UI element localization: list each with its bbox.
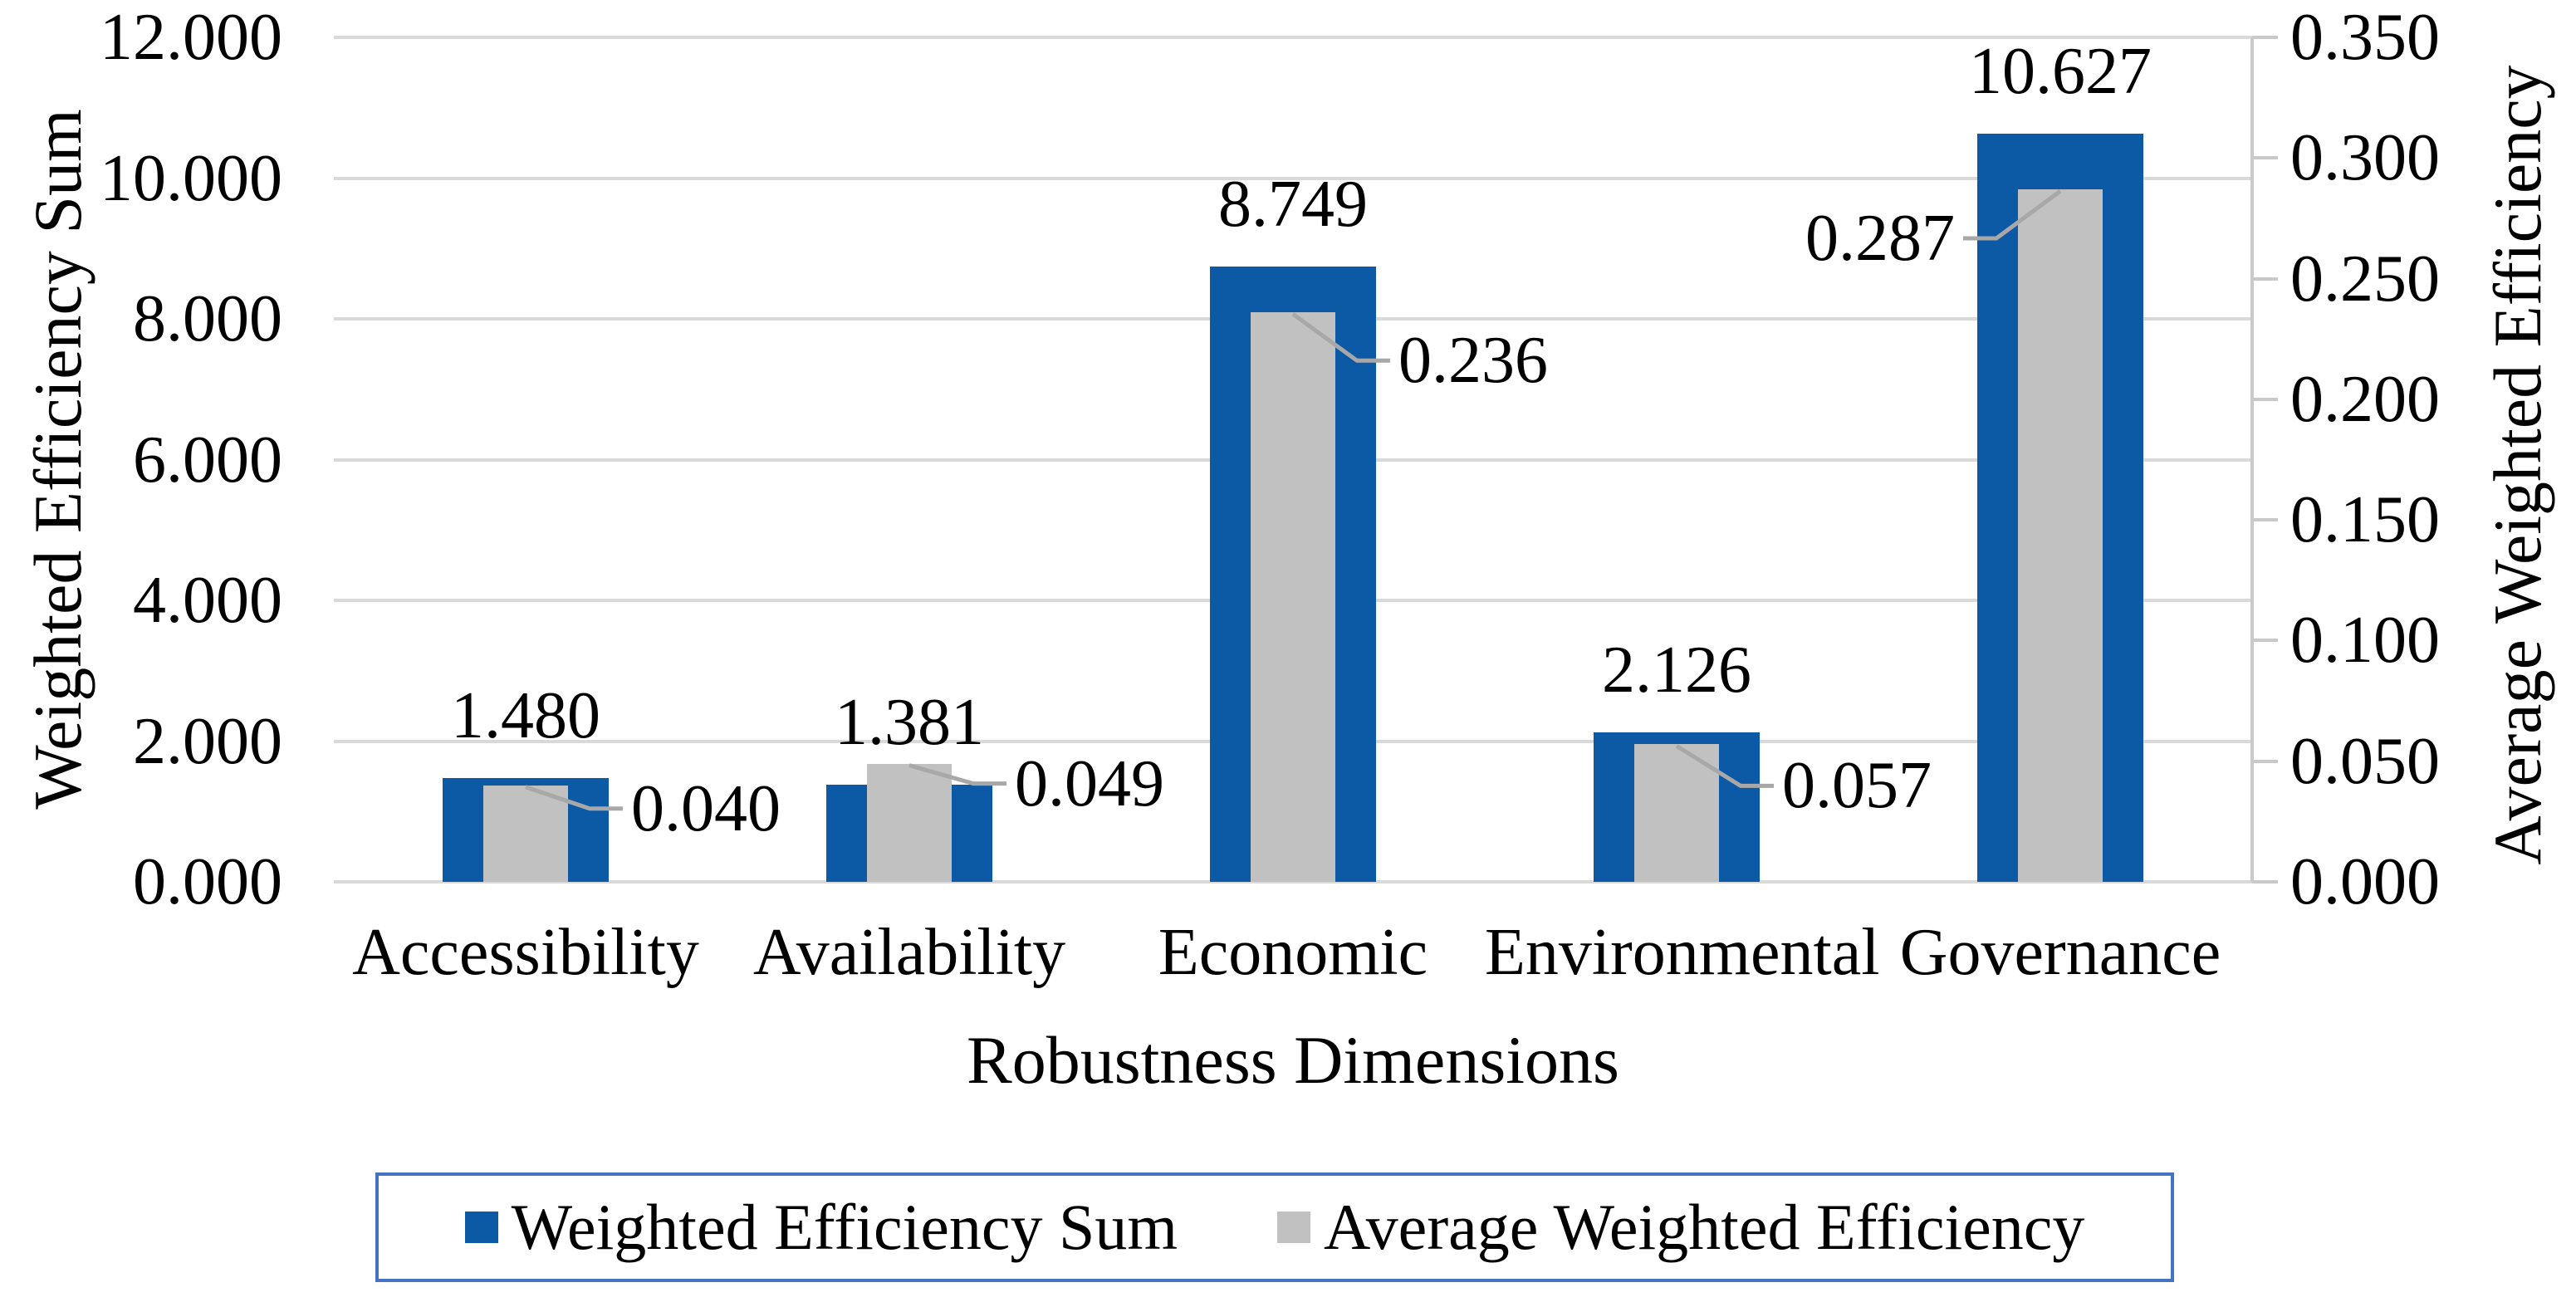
left-axis-tick-label: 6.000 (133, 423, 282, 497)
horizontal-gridline (334, 880, 2252, 884)
legend-item-weighted-efficiency-sum: Weighted Efficiency Sum (464, 1186, 1178, 1269)
data-label-average-weighted-efficiency: 0.287 (1805, 202, 1955, 276)
legend-label: Weighted Efficiency Sum (511, 1191, 1178, 1263)
x-axis-title: Robustness Dimensions (967, 1022, 1619, 1098)
right-axis-tick-label: 0.300 (2290, 121, 2440, 195)
right-axis-tick-label: 0.350 (2290, 1, 2440, 74)
right-axis-tick (2252, 759, 2278, 763)
bar-average-weighted-efficiency (1634, 744, 1719, 882)
legend-item-average-weighted-efficiency: Average Weighted Efficiency (1277, 1186, 2084, 1269)
plot-area: 1.480 0.040 1.381 0.049 8.749 0.236 2.126 0.057… (334, 35, 2278, 884)
bar-average-weighted-efficiency (1251, 312, 1335, 882)
leader-line (1291, 312, 1390, 363)
data-label-weighted-efficiency-sum: 2.126 (1602, 633, 1751, 707)
horizontal-gridline (334, 36, 2252, 39)
left-axis-tick-label: 2.000 (133, 704, 282, 778)
right-axis-tick (2252, 639, 2278, 643)
right-axis-tick (2252, 277, 2278, 281)
right-axis-tick-label: 0.250 (2290, 242, 2440, 316)
legend: Weighted Efficiency Sum Average Weighted… (375, 1172, 2174, 1282)
data-label-weighted-efficiency-sum: 1.480 (451, 678, 600, 752)
leader-line (908, 763, 1006, 786)
data-label-average-weighted-efficiency: 0.057 (1782, 749, 1932, 823)
right-axis-tick (2252, 156, 2278, 160)
left-axis-tick-label: 4.000 (133, 564, 282, 637)
right-axis-tick-label: 0.050 (2290, 724, 2440, 798)
right-axis-tick (2252, 880, 2278, 884)
left-axis-tick-label: 12.000 (100, 1, 282, 74)
horizontal-gridline (334, 176, 2252, 180)
x-axis-category-label: Governance (1899, 916, 2221, 989)
right-axis-tick-label: 0.000 (2290, 845, 2440, 918)
legend-label: Average Weighted Efficiency (1324, 1191, 2085, 1263)
leader-line (525, 785, 623, 811)
leader-line (1963, 189, 2062, 241)
leader-lines-layer (525, 189, 2062, 811)
x-axis-category-label: Accessibility (352, 916, 699, 989)
data-label-weighted-efficiency-sum: 8.749 (1218, 167, 1368, 241)
x-axis-category-label: Economic (1158, 916, 1428, 989)
data-label-weighted-efficiency-sum: 10.627 (1969, 35, 2152, 109)
right-axis-tick-label: 0.100 (2290, 604, 2440, 678)
legend-marker-gray-square (1277, 1212, 1311, 1243)
data-label-average-weighted-efficiency: 0.049 (1015, 747, 1164, 820)
x-axis-category-label: Environmental (1485, 916, 1880, 989)
left-axis-tick-label: 10.000 (100, 141, 282, 215)
left-axis-tick-label: 0.000 (133, 845, 282, 918)
right-axis-tick (2252, 36, 2278, 39)
left-axis-tick-label: 8.000 (133, 282, 282, 355)
legend-marker-blue-square (464, 1212, 498, 1243)
data-label-average-weighted-efficiency: 0.236 (1398, 324, 1548, 398)
right-axis-line (2250, 37, 2254, 882)
right-axis-tick-label: 0.200 (2290, 362, 2440, 436)
right-axis-tick-label: 0.150 (2290, 483, 2440, 557)
bar-average-weighted-efficiency (2018, 189, 2103, 882)
data-label-average-weighted-efficiency: 0.040 (631, 771, 781, 845)
right-axis-tick (2252, 397, 2278, 401)
bar-average-weighted-efficiency (483, 785, 568, 882)
bar-average-weighted-efficiency (867, 763, 952, 882)
x-axis-category-label: Availability (752, 916, 1066, 989)
data-label-weighted-efficiency-sum: 1.381 (835, 685, 984, 759)
right-axis-tick (2252, 518, 2278, 522)
leader-line (1675, 744, 1774, 788)
